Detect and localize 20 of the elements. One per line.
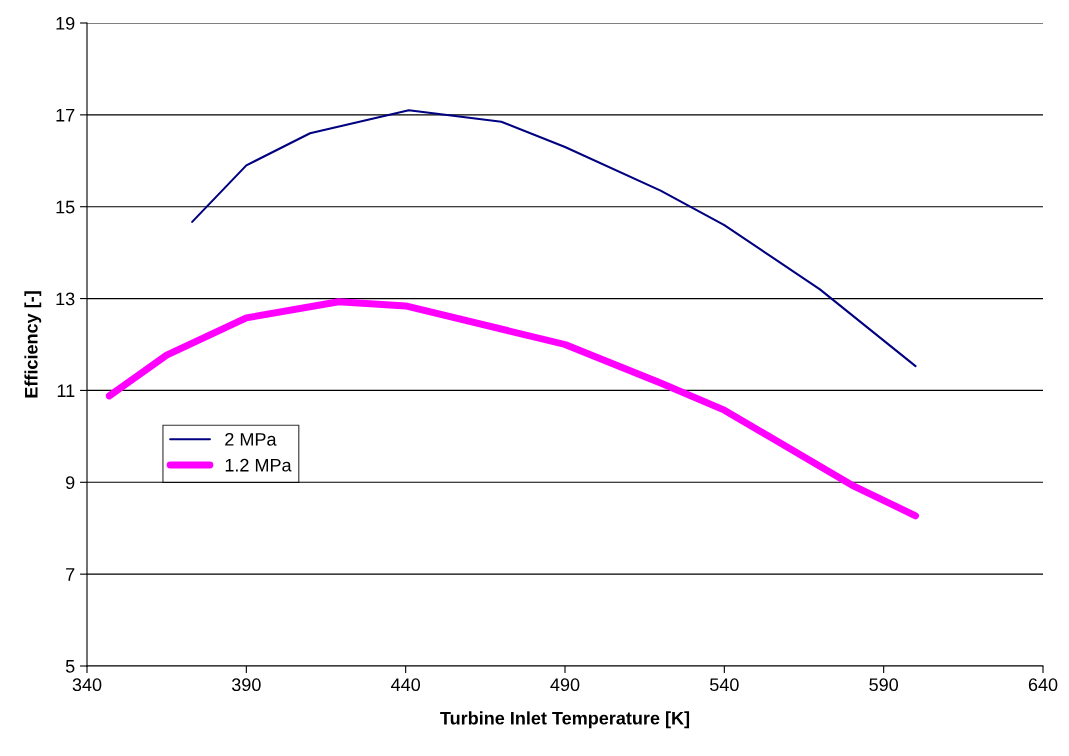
x-tick-label: 340	[72, 678, 102, 692]
x-tick-label: 390	[231, 678, 261, 692]
y-tick-label: 13	[56, 292, 75, 306]
x-tick-label: 590	[869, 678, 899, 692]
x-tick-label: 440	[391, 678, 421, 692]
y-tick-label: 19	[56, 16, 75, 30]
line-series	[191, 109, 917, 368]
legend-label: 1.2 MPa	[225, 458, 292, 472]
y-axis-title: Efficiency [-]	[24, 291, 42, 398]
x-tick-label: 640	[1028, 678, 1058, 692]
y-tick-label: 17	[56, 108, 75, 122]
y-tick-label: 7	[66, 568, 75, 581]
x-tick-label: 540	[709, 678, 739, 692]
legend-label: 2 MPa	[225, 432, 277, 446]
y-tick-label: 5	[65, 660, 75, 673]
y-tick-label: 11	[57, 384, 75, 397]
y-tick-label: 9	[66, 476, 75, 490]
x-axis-title: Turbine Inlet Temperature [K]	[440, 711, 690, 729]
y-tick-label: 15	[56, 200, 75, 214]
x-tick-label: 490	[550, 678, 580, 692]
